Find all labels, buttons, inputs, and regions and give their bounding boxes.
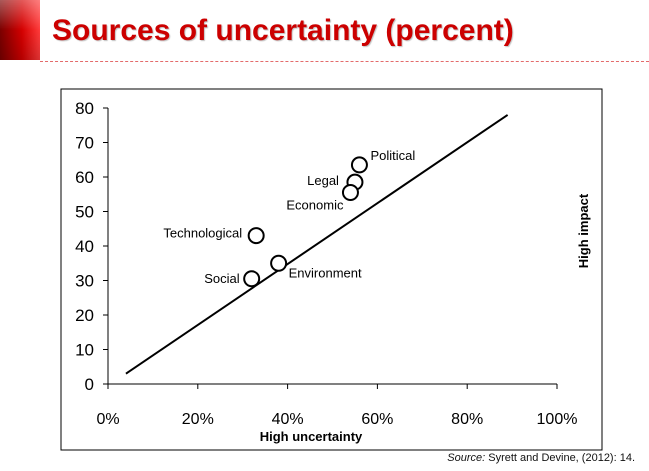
label-legal: Legal [307,173,339,188]
y-tick-label: 0 [85,375,94,394]
chart-frame [60,88,603,451]
title-accent-bar [0,0,40,60]
x-tick-label: 20% [182,411,214,428]
data-points [243,156,368,288]
axes [103,107,558,389]
y-tick-label: 10 [75,341,94,360]
point-technological [247,227,265,245]
x-tick-label: 0% [96,411,119,428]
slide-title: Sources of uncertainty (percent) [52,14,514,47]
title-divider [40,61,649,63]
x-axis-label: High uncertainty [260,429,363,444]
label-technological: Technological [163,226,242,241]
y-tick-label: 30 [75,272,94,291]
point-economic [341,184,359,202]
label-political: Political [370,148,415,163]
x-tick-label: 60% [361,411,393,428]
y-tick-label: 60 [75,168,94,187]
tick-labels: 0 10 20 30 40 50 60 70 80 0% 20% 40% 60% 80% 100% [75,99,577,428]
y-tick-label: 20 [75,306,94,325]
label-economic: Economic [286,198,344,213]
point-political [350,156,368,174]
x-tick-label: 100% [537,411,578,428]
label-environment: Environment [289,265,362,280]
point-environment [270,254,288,272]
x-tick-label: 80% [451,411,483,428]
point-labels: Political Legal Economic Technological Envir… [163,148,415,286]
y-tick-label: 50 [75,203,94,222]
x-tick-label: 40% [272,411,304,428]
trend-line [125,114,509,375]
point-social [243,270,261,288]
source-note: Source: Syrett and Devine, (2012): 14. [447,452,635,464]
y-tick-label: 40 [75,237,94,256]
y-tick-label: 80 [75,99,94,118]
source-label: Source: [447,452,486,464]
label-social: Social [204,271,240,286]
source-text: Syrett and Devine, (2012): 14. [488,452,635,464]
y-tick-label: 70 [75,134,94,153]
y-axis-label: High impact [576,193,591,268]
